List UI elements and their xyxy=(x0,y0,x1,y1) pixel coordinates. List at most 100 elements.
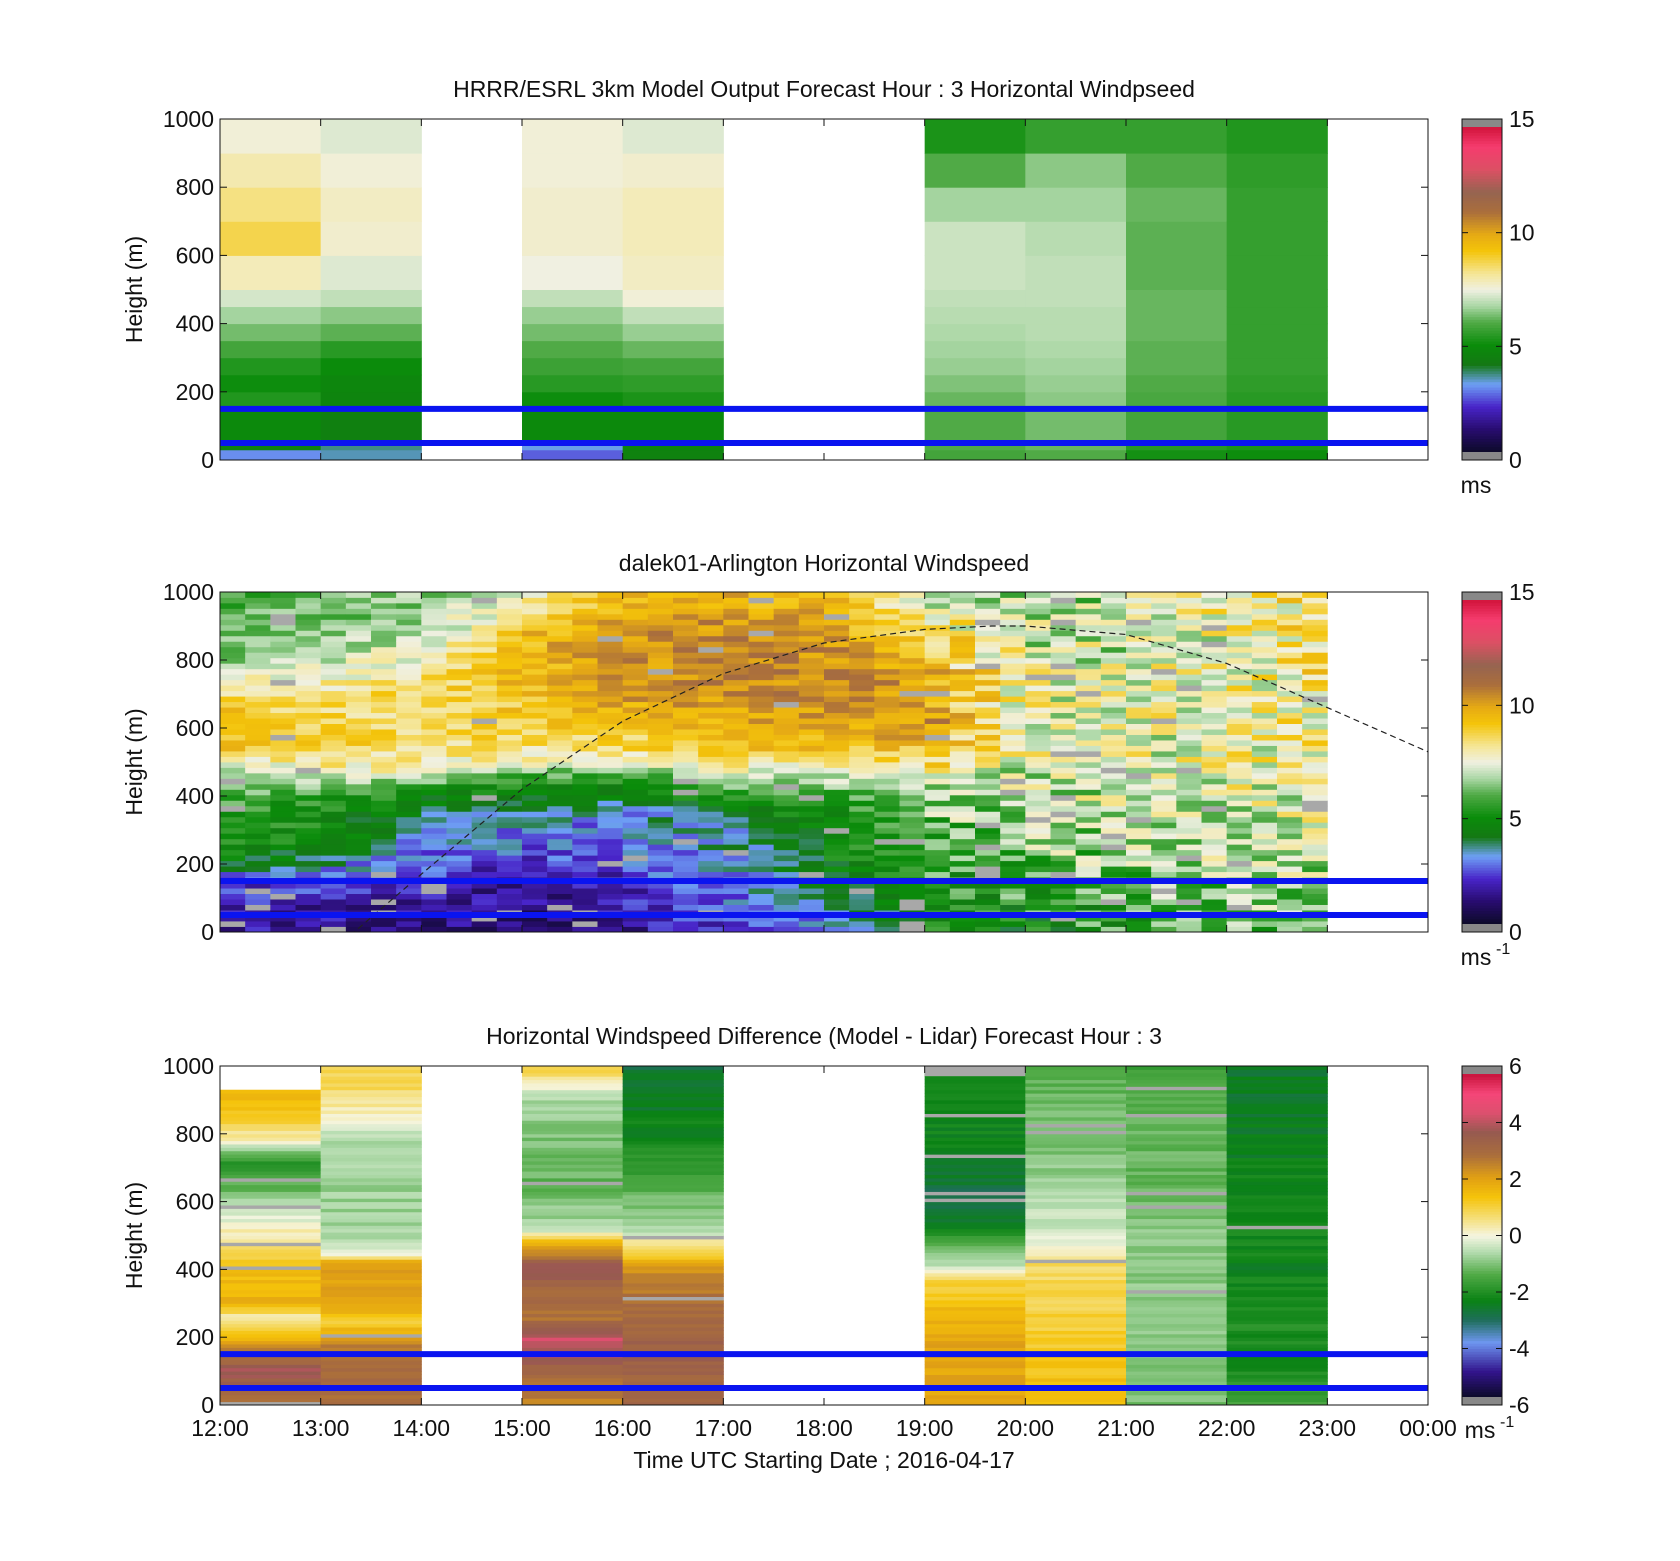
lidar-cell xyxy=(572,745,598,752)
lidar-cell xyxy=(1025,761,1051,768)
lidar-cell xyxy=(975,630,1001,637)
colorbar-segment xyxy=(1462,902,1502,906)
lidar-cell xyxy=(1176,871,1202,878)
lidar-cell xyxy=(1050,592,1077,598)
lidar-cell xyxy=(1000,613,1026,620)
lidar-cell xyxy=(924,827,951,834)
lidar-cell xyxy=(572,624,598,631)
lidar-cell xyxy=(1000,871,1026,878)
lidar-cell xyxy=(1126,624,1152,631)
lidar-cell xyxy=(748,866,775,873)
lidar-cell xyxy=(1151,893,1177,900)
colorbar-segment xyxy=(1462,1240,1502,1245)
lidar-cell xyxy=(1226,904,1253,911)
lidar-cell xyxy=(698,674,724,681)
difference-cell xyxy=(220,1204,322,1209)
lidar-cell xyxy=(1226,893,1253,900)
lidar-cell xyxy=(371,613,397,620)
lidar-cell xyxy=(924,789,951,796)
lidar-cell xyxy=(849,734,875,741)
difference-cell xyxy=(1126,1181,1228,1186)
model-cell xyxy=(622,306,724,325)
lidar-cell xyxy=(798,838,825,845)
lidar-cell xyxy=(647,668,674,675)
lidar-cell xyxy=(874,794,900,801)
lidar-cell xyxy=(773,904,800,911)
lidar-cell xyxy=(1251,679,1278,686)
lidar-cell xyxy=(295,613,322,620)
colorbar-segment xyxy=(1462,1119,1502,1124)
difference-cell xyxy=(622,1204,724,1209)
difference-cell xyxy=(1025,1113,1127,1118)
lidar-cell xyxy=(1151,597,1177,604)
difference-cell xyxy=(924,1086,1026,1091)
lidar-cell xyxy=(220,915,246,922)
lidar-cell xyxy=(949,772,976,779)
lidar-cell xyxy=(1251,668,1278,675)
difference-cell xyxy=(320,1374,422,1379)
difference-cell xyxy=(1226,1374,1328,1379)
lidar-cell xyxy=(1151,888,1177,895)
lidar-cell xyxy=(597,783,624,790)
y-tick-label: 600 xyxy=(176,1189,214,1215)
lidar-cell xyxy=(975,833,1001,840)
colorbar-segment xyxy=(1462,216,1502,220)
difference-cell xyxy=(622,1320,724,1325)
lidar-cell xyxy=(673,844,699,851)
difference-cell xyxy=(924,1289,1026,1294)
lidar-cell xyxy=(748,888,775,895)
colorbar-segment xyxy=(1462,1205,1502,1210)
lidar-cell xyxy=(471,838,498,845)
difference-cell xyxy=(320,1069,422,1074)
lidar-cell xyxy=(496,734,523,741)
difference-cell xyxy=(622,1120,724,1125)
lidar-cell xyxy=(673,822,699,829)
lidar-cell xyxy=(396,608,422,615)
lidar-cell xyxy=(1251,783,1278,790)
lidar-cell xyxy=(1151,827,1177,834)
lidar-cell xyxy=(975,707,1001,714)
difference-cell xyxy=(220,1120,322,1125)
lidar-cell xyxy=(975,915,1001,922)
model-cell xyxy=(220,374,322,393)
y-tick-label: 1000 xyxy=(163,106,214,132)
lidar-cell xyxy=(597,734,624,741)
difference-cell xyxy=(924,1225,1026,1230)
lidar-cell xyxy=(547,844,573,851)
difference-cell xyxy=(1126,1140,1228,1145)
lidar-cell xyxy=(1176,816,1202,823)
lidar-cell xyxy=(345,646,372,653)
difference-cell xyxy=(522,1123,624,1128)
lidar-cell xyxy=(270,657,296,664)
lidar-cell xyxy=(597,723,624,730)
lidar-cell xyxy=(471,602,498,609)
lidar-cell xyxy=(1277,871,1303,878)
difference-cell xyxy=(1126,1089,1228,1094)
lidar-cell xyxy=(220,663,246,670)
lidar-cell xyxy=(396,696,422,703)
lidar-cell xyxy=(345,926,372,932)
lidar-cell xyxy=(345,899,372,905)
lidar-cell xyxy=(748,602,775,609)
lidar-cell xyxy=(572,805,598,812)
panel-difference-reference-lines xyxy=(220,1351,1428,1392)
lidar-cell xyxy=(320,926,347,932)
lidar-cell xyxy=(320,794,347,801)
difference-cell xyxy=(220,1347,322,1352)
colorbar-segment xyxy=(1462,319,1502,323)
lidar-cell xyxy=(622,783,649,790)
lidar-cell xyxy=(1251,624,1278,631)
difference-cell xyxy=(522,1245,624,1250)
difference-cell xyxy=(320,1343,422,1348)
difference-cell xyxy=(1025,1245,1127,1250)
lidar-cell xyxy=(320,849,347,856)
lidar-cell xyxy=(748,701,775,708)
lidar-cell xyxy=(673,778,699,785)
difference-cell xyxy=(622,1327,724,1331)
difference-cell xyxy=(1126,1093,1228,1098)
difference-cell xyxy=(220,1154,322,1159)
lidar-cell xyxy=(798,849,825,856)
lidar-cell xyxy=(1201,811,1228,818)
lidar-cell xyxy=(723,827,749,834)
difference-cell xyxy=(924,1194,1026,1199)
